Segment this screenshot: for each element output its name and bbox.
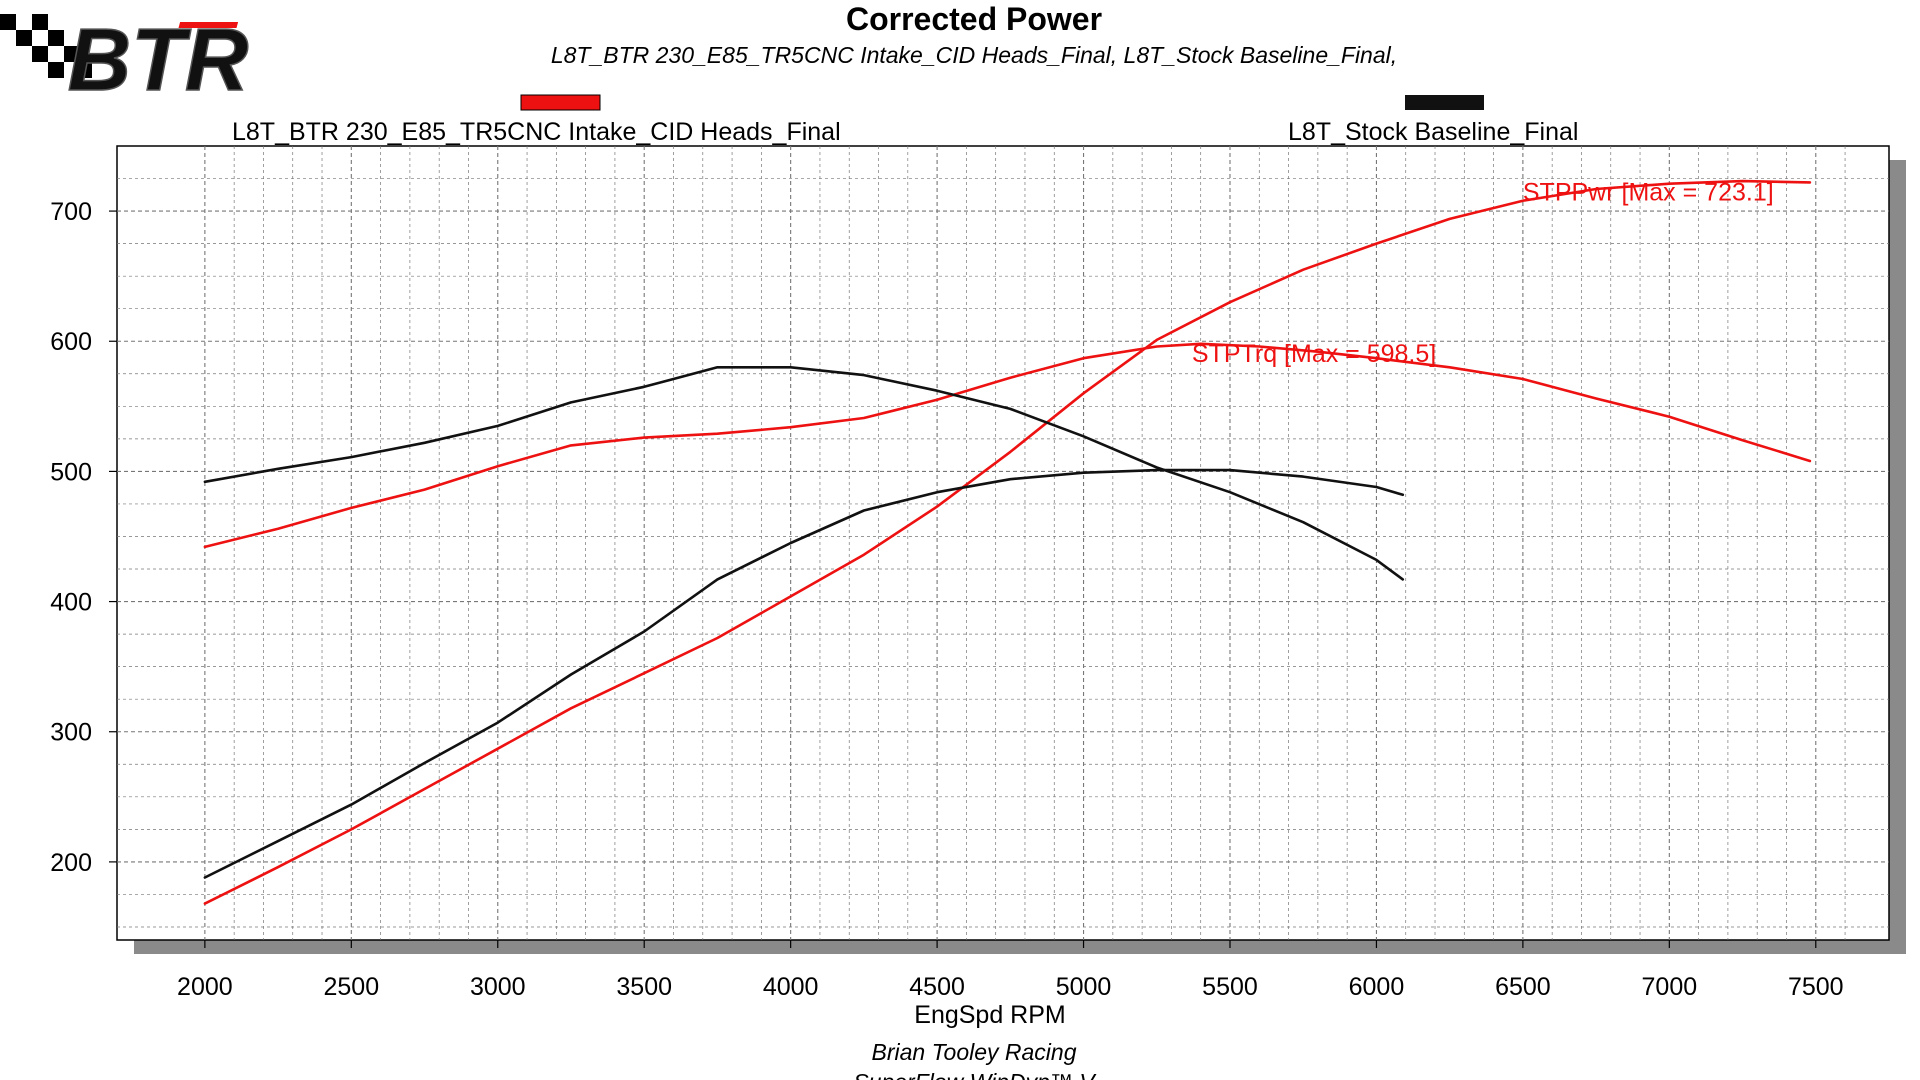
x-tick-label: 4500 bbox=[909, 973, 965, 1001]
plot-area bbox=[116, 145, 1890, 941]
legend-label-stock: L8T_Stock Baseline_Final bbox=[1288, 118, 1578, 146]
y-tick-label: 600 bbox=[50, 328, 92, 356]
x-tick-label: 2500 bbox=[324, 973, 380, 1001]
chart-subtitle: L8T_BTR 230_E85_TR5CNC Intake_CID Heads_… bbox=[551, 42, 1397, 68]
grid bbox=[117, 146, 1889, 940]
x-tick-label: 4000 bbox=[763, 973, 819, 1001]
x-tick-label: 7500 bbox=[1788, 973, 1844, 1001]
y-tick-label: 300 bbox=[50, 719, 92, 747]
chart-title: Corrected Power bbox=[846, 1, 1102, 37]
y-tick-label: 700 bbox=[50, 198, 92, 226]
series-line-stock-stppwr bbox=[203, 468, 1405, 879]
x-tick-label: 7000 bbox=[1642, 973, 1698, 1001]
footer-line2: SuperFlow WinDyn™ V bbox=[853, 1069, 1097, 1080]
x-tick-label: 5000 bbox=[1056, 973, 1112, 1001]
series-line-btr-stptrq bbox=[203, 342, 1812, 549]
x-tick-label: 6500 bbox=[1495, 973, 1551, 1001]
legend-swatch-btr bbox=[520, 94, 601, 111]
y-tick-label: 500 bbox=[50, 458, 92, 486]
y-tick-label: 400 bbox=[50, 589, 92, 617]
x-tick-label: 3000 bbox=[470, 973, 526, 1001]
series-lines bbox=[203, 179, 1812, 905]
footer-line1: Brian Tooley Racing bbox=[872, 1039, 1077, 1065]
series-line-btr-stppwr bbox=[203, 179, 1812, 905]
x-axis-label: EngSpd RPM bbox=[914, 1001, 1065, 1029]
x-tick-label: 3500 bbox=[616, 973, 672, 1001]
logo-accent bbox=[178, 22, 239, 28]
checkered-flag-icon bbox=[0, 14, 92, 78]
annotation-stppwr-max: STPPwr [Max = 723.1] bbox=[1523, 178, 1774, 206]
legend-label-btr: L8T_BTR 230_E85_TR5CNC Intake_CID Heads_… bbox=[232, 118, 841, 146]
legend-swatch-stock bbox=[1405, 95, 1484, 110]
y-tick-label: 200 bbox=[50, 849, 92, 877]
axis-ticks: 2000 2500 3000 3500 4000 4500 5000 5500 6000 6500… bbox=[50, 198, 1843, 1001]
x-tick-label: 5500 bbox=[1202, 973, 1258, 1001]
x-tick-label: 2000 bbox=[177, 973, 233, 1001]
series-line-stock-stptrq bbox=[203, 365, 1405, 581]
btr-logo: BTR bbox=[0, 9, 249, 110]
annotation-stptrq-max: STPTrq [Max = 598.5] bbox=[1192, 340, 1436, 368]
x-tick-label: 6000 bbox=[1349, 973, 1405, 1001]
